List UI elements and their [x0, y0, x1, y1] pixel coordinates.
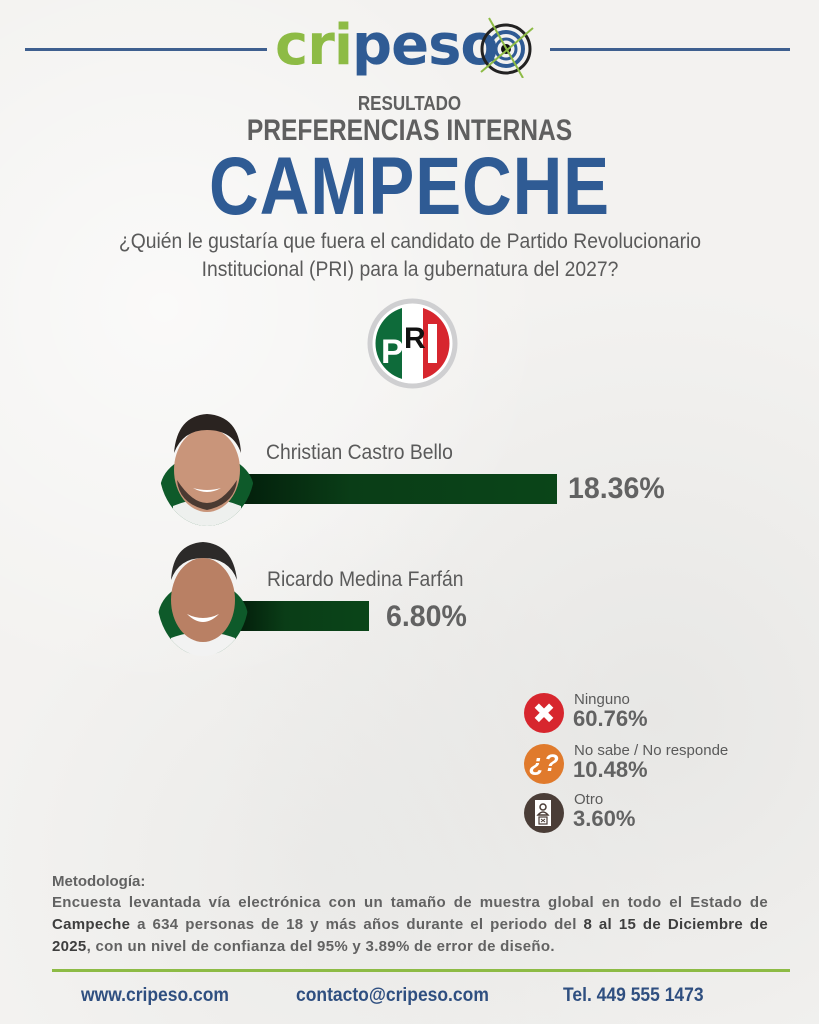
- other-label: Ninguno: [574, 691, 630, 708]
- x-icon: ✖: [524, 693, 564, 733]
- other-label: Otro: [574, 791, 604, 808]
- other-percentage: 60.76%: [573, 706, 648, 731]
- logo-wordmark: cripeso: [275, 13, 499, 78]
- candidate-avatar: [157, 538, 249, 656]
- methodology-section: Metodología: Encuesta levantada vía elec…: [52, 872, 768, 958]
- other-percentage: 3.60%: [573, 806, 636, 831]
- target-icon: [480, 17, 534, 78]
- person-photo-icon: [160, 414, 254, 526]
- ballot-icon: [524, 793, 564, 833]
- methodology-text-part: Encuesta levantada vía electrónica con u…: [52, 894, 768, 911]
- page-title: CAMPECHE: [209, 141, 610, 232]
- methodology-title: Metodología:: [52, 873, 146, 890]
- pri-letter-i: [428, 324, 437, 363]
- cripeso-logo: cripeso: [275, 14, 540, 84]
- person-photo-icon: [158, 542, 248, 656]
- pri-letter-p: P: [381, 333, 404, 371]
- logo-text-green: cri: [275, 13, 353, 78]
- candidate-percentage: 6.80%: [386, 600, 467, 633]
- page-subtitle: PREFERENCIAS INTERNAS: [246, 114, 573, 147]
- result-bar: [240, 474, 557, 504]
- methodology-state: Campeche: [52, 916, 131, 933]
- candidate-percentage: 18.36%: [568, 472, 665, 505]
- survey-question: ¿Quién le gustaría que fuera el candidat…: [118, 230, 702, 281]
- methodology-text-part: a 634 personas de 18 y más años durante …: [130, 916, 584, 933]
- candidate-name: Ricardo Medina Farfán: [267, 568, 464, 591]
- question-icon: ¿?: [524, 744, 564, 784]
- methodology-text: Encuesta levantada vía electrónica con u…: [52, 892, 768, 958]
- ballot-glyph: [535, 800, 551, 826]
- logo-text-blue: peso: [352, 13, 499, 78]
- footer-divider: [52, 969, 790, 972]
- header-rule-right: [550, 48, 790, 51]
- result-bar: [240, 601, 369, 631]
- methodology-dates: 8 al 15 de Diciembre de 2025: [52, 916, 768, 955]
- header-rule-left: [25, 48, 267, 51]
- pri-letter-r: R: [404, 322, 426, 355]
- pri-party-logo: P R: [367, 298, 458, 389]
- phone-number: Tel. 449 555 1473: [563, 985, 704, 1006]
- methodology-text-part: , con un nivel de confianza del 95% y 3.…: [86, 938, 555, 955]
- other-percentage: 10.48%: [573, 757, 648, 782]
- candidate-name: Christian Castro Bello: [266, 441, 453, 464]
- other-label: No sabe / No responde: [574, 742, 729, 759]
- website-link[interactable]: www.cripeso.com: [81, 985, 229, 1006]
- result-label: RESULTADO: [357, 93, 462, 115]
- candidate-avatar: [159, 408, 255, 526]
- email-link[interactable]: contacto@cripeso.com: [296, 985, 489, 1006]
